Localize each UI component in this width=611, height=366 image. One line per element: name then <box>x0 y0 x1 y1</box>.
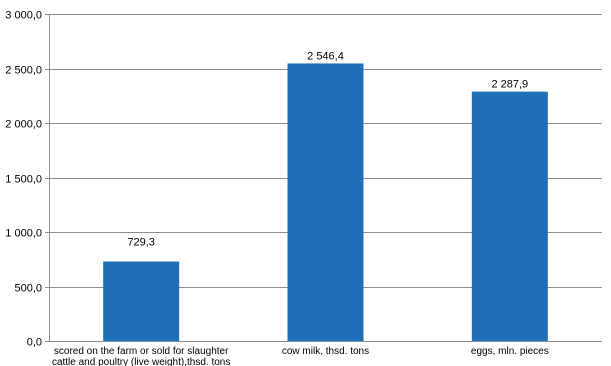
x-category-label: cow milk, thsd. tons <box>282 346 369 357</box>
y-tick-label: 1 000,0 <box>5 228 42 240</box>
y-tick-label: 1 500,0 <box>5 174 42 186</box>
x-category-label: cattle and poultry (live weight),thsd. t… <box>52 357 230 366</box>
x-axis-category-labels: scored on the farm or sold for slaughter… <box>52 346 549 366</box>
y-tick-label: 2 500,0 <box>5 65 42 77</box>
bar <box>103 261 180 341</box>
bar-value-label: 2 287,9 <box>491 79 528 91</box>
data-labels: 729,3 2 546,4 2 287,9 <box>127 50 528 248</box>
y-tick-label: 0,0 <box>27 337 42 349</box>
y-axis-tick-labels: 0,0 500,0 1 000,0 1 500,0 2 000,0 2 500,0 3 00… <box>5 10 42 349</box>
axes <box>45 14 602 342</box>
y-tick-label: 3 000,0 <box>5 10 42 22</box>
x-category-label: eggs, mln. pieces <box>471 346 549 357</box>
bar-value-label: 2 546,4 <box>307 50 344 62</box>
y-tick-label: 500,0 <box>14 283 42 295</box>
bar <box>287 63 364 341</box>
y-tick-label: 2 000,0 <box>5 119 42 131</box>
bar <box>471 91 548 341</box>
x-category-label: scored on the farm or sold for slaughter <box>54 346 229 357</box>
bar-value-label: 729,3 <box>127 237 155 249</box>
bars <box>103 63 548 341</box>
